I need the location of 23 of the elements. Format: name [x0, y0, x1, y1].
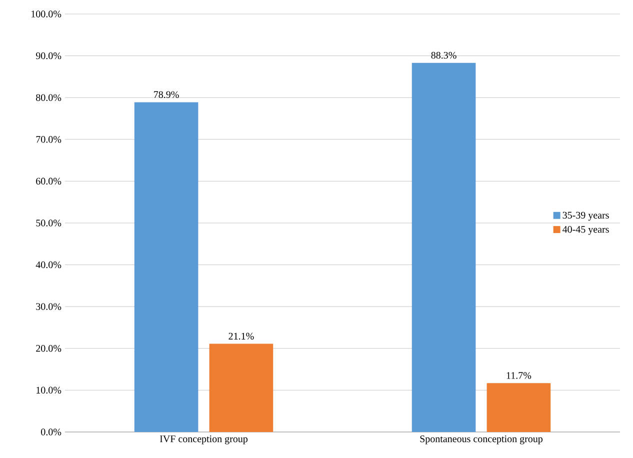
data-label: 88.3% — [431, 52, 456, 59]
y-tick-label: 30.0% — [36, 303, 62, 310]
legend-label: 35-39 years — [562, 212, 609, 221]
y-tick-label: 10.0% — [36, 386, 62, 394]
x-tick-label: IVF conception group — [160, 436, 248, 444]
bar — [134, 102, 198, 432]
y-tick-label: 40.0% — [36, 261, 62, 268]
y-tick-label: 100.0% — [32, 10, 62, 18]
y-tick-label: 90.0% — [36, 52, 62, 60]
data-label: 78.9% — [154, 91, 179, 98]
y-tick-label: 60.0% — [36, 178, 62, 185]
bar — [209, 344, 274, 432]
data-label: 21.1% — [228, 332, 254, 340]
y-tick-label: 80.0% — [36, 94, 62, 101]
bar — [486, 383, 551, 432]
y-tick-label: 20.0% — [36, 344, 62, 352]
y-tick-label: 0.0% — [41, 428, 62, 436]
y-tick-label: 70.0% — [36, 136, 62, 143]
bar — [412, 62, 476, 432]
legend-label: 40-45 years — [562, 226, 609, 235]
data-label: 11.7% — [506, 372, 532, 379]
x-tick-label: Spontaneous conception group — [420, 436, 543, 444]
y-tick-label: 50.0% — [36, 220, 62, 226]
